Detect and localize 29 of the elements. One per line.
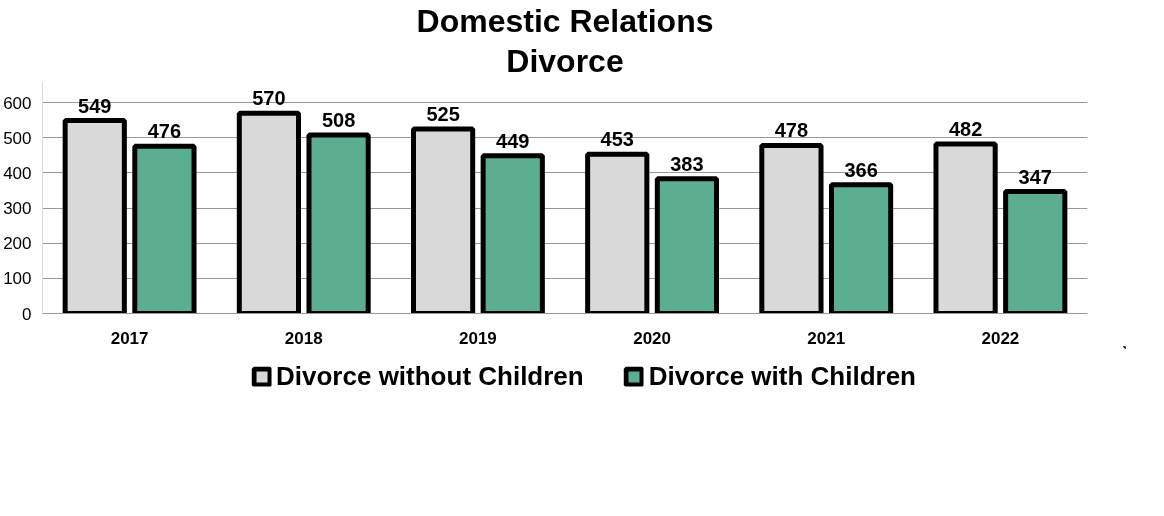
- data-label: 476: [147, 120, 182, 143]
- data-label: 366: [844, 158, 878, 181]
- y-tick-label: 500: [3, 128, 32, 148]
- data-label: 453: [600, 128, 634, 151]
- y-tick-label: 0: [22, 304, 32, 324]
- data-label: 482: [948, 118, 983, 141]
- data-label: 478: [774, 119, 809, 142]
- data-label: 383: [670, 152, 704, 175]
- x-tick-label: 2018: [284, 328, 323, 348]
- y-tick-label: 300: [3, 199, 32, 219]
- y-tick-label: 200: [3, 234, 32, 254]
- y-tick-label: 600: [3, 93, 32, 113]
- x-tick-label: 2021: [807, 328, 846, 348]
- data-label: 449: [496, 129, 530, 152]
- data-label: 347: [1018, 165, 1052, 188]
- data-label: 549: [78, 94, 112, 117]
- chart-title: Domestic Relations: [416, 2, 714, 39]
- legend-label: Divorce with Children: [648, 360, 916, 392]
- data-label: 508: [321, 108, 356, 131]
- y-tick-label: 400: [3, 163, 32, 183]
- x-tick-label: 2019: [459, 328, 497, 348]
- legend-label: Divorce without Children: [276, 360, 584, 392]
- y-tick-label: 100: [3, 269, 32, 289]
- data-label: 570: [252, 87, 286, 110]
- data-label: 525: [426, 102, 460, 125]
- x-tick-label: 2020: [633, 328, 671, 348]
- x-tick-label: 2022: [981, 328, 1020, 348]
- chart-subtitle: Divorce: [506, 43, 624, 79]
- x-tick-label: 2017: [110, 328, 149, 348]
